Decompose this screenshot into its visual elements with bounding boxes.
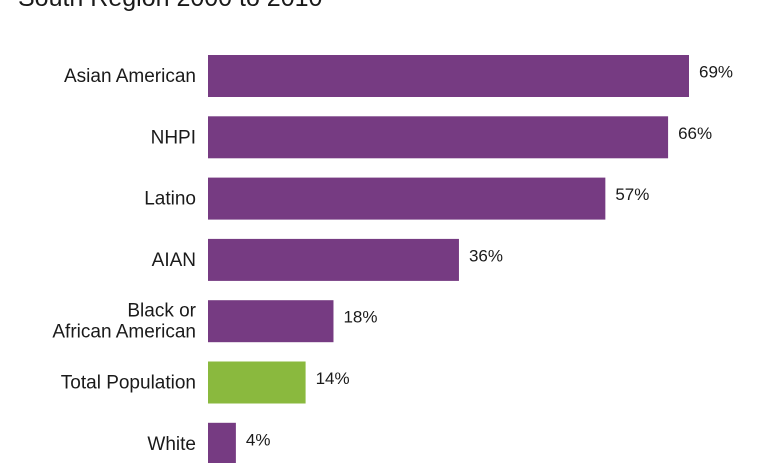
value-label: 18% [343,308,377,327]
value-label: 66% [678,124,712,143]
chart-title: South Region 2000 to 2010 [18,0,322,13]
category-label: Black or African American [52,300,196,342]
category-label: NHPI [151,127,196,148]
category-label: Total Population [61,372,196,393]
category-label: White [147,433,196,454]
bar-total-population [208,361,306,404]
bar-aian [208,238,459,281]
bar-asian-american [208,55,689,97]
bar-nhpi [208,116,669,159]
category-label: Asian American [64,66,196,87]
value-label: 36% [469,246,503,265]
value-label: 69% [699,63,733,82]
bar-black-or-african-american [208,300,334,343]
value-label: 57% [615,185,649,204]
category-label: AIAN [152,249,196,270]
value-label: 14% [316,369,350,388]
bar-white [208,422,236,463]
bar-latino [208,177,606,220]
value-label: 4% [246,430,271,449]
category-label: Latino [144,188,196,209]
